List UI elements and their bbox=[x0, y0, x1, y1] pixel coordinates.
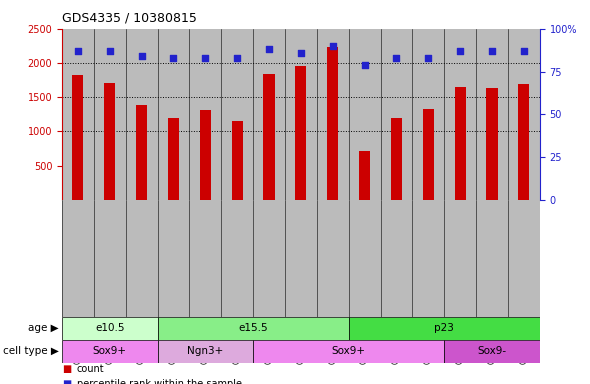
Point bbox=[201, 55, 210, 61]
Bar bbox=[391, 118, 402, 200]
Text: count: count bbox=[77, 364, 104, 374]
Bar bbox=[444, 29, 476, 200]
Bar bbox=[296, 66, 306, 200]
Bar bbox=[189, 29, 221, 200]
Point bbox=[296, 50, 306, 56]
Bar bbox=[253, 340, 444, 363]
Text: Ngn3+: Ngn3+ bbox=[187, 346, 224, 356]
Point bbox=[360, 61, 369, 68]
Bar bbox=[519, 84, 529, 200]
Bar bbox=[359, 151, 370, 200]
Text: Sox9-: Sox9- bbox=[477, 346, 507, 356]
Text: GDS4335 / 10380815: GDS4335 / 10380815 bbox=[62, 12, 197, 25]
Bar bbox=[168, 118, 179, 200]
Bar bbox=[158, 317, 349, 340]
Bar bbox=[327, 47, 338, 200]
Bar bbox=[444, 340, 540, 363]
Point bbox=[73, 48, 83, 54]
Bar bbox=[104, 83, 115, 200]
Bar bbox=[253, 29, 285, 200]
Point bbox=[392, 55, 401, 61]
Bar bbox=[508, 29, 540, 200]
Point bbox=[424, 55, 433, 61]
Text: e10.5: e10.5 bbox=[95, 323, 124, 333]
Bar bbox=[62, 317, 158, 340]
Bar bbox=[62, 29, 94, 200]
Bar bbox=[221, 29, 253, 200]
Point bbox=[264, 46, 274, 52]
Point bbox=[137, 53, 146, 59]
Bar bbox=[423, 109, 434, 200]
Bar bbox=[349, 29, 381, 200]
Bar bbox=[73, 75, 83, 200]
Bar bbox=[158, 29, 189, 200]
Bar bbox=[349, 317, 540, 340]
Text: percentile rank within the sample: percentile rank within the sample bbox=[77, 379, 242, 384]
Bar bbox=[455, 87, 466, 200]
Point bbox=[519, 48, 529, 54]
Text: age ▶: age ▶ bbox=[28, 323, 59, 333]
Bar bbox=[158, 340, 253, 363]
Text: Sox9+: Sox9+ bbox=[332, 346, 366, 356]
Text: ■: ■ bbox=[62, 379, 71, 384]
Point bbox=[487, 48, 497, 54]
Bar bbox=[136, 105, 147, 200]
Bar bbox=[62, 340, 158, 363]
Bar bbox=[285, 29, 317, 200]
Bar bbox=[476, 29, 508, 200]
Bar bbox=[200, 110, 211, 200]
Point bbox=[169, 55, 178, 61]
Point bbox=[105, 48, 114, 54]
Text: cell type ▶: cell type ▶ bbox=[3, 346, 59, 356]
Bar bbox=[381, 29, 412, 200]
Text: ■: ■ bbox=[62, 364, 71, 374]
Point bbox=[232, 55, 242, 61]
Bar bbox=[232, 121, 242, 200]
Bar bbox=[487, 88, 497, 200]
Bar bbox=[264, 74, 274, 200]
Text: p23: p23 bbox=[434, 323, 454, 333]
Text: e15.5: e15.5 bbox=[238, 323, 268, 333]
Bar bbox=[412, 29, 444, 200]
Point bbox=[328, 43, 337, 49]
Text: Sox9+: Sox9+ bbox=[93, 346, 127, 356]
Bar bbox=[126, 29, 158, 200]
Bar bbox=[317, 29, 349, 200]
Bar bbox=[94, 29, 126, 200]
Point bbox=[455, 48, 465, 54]
